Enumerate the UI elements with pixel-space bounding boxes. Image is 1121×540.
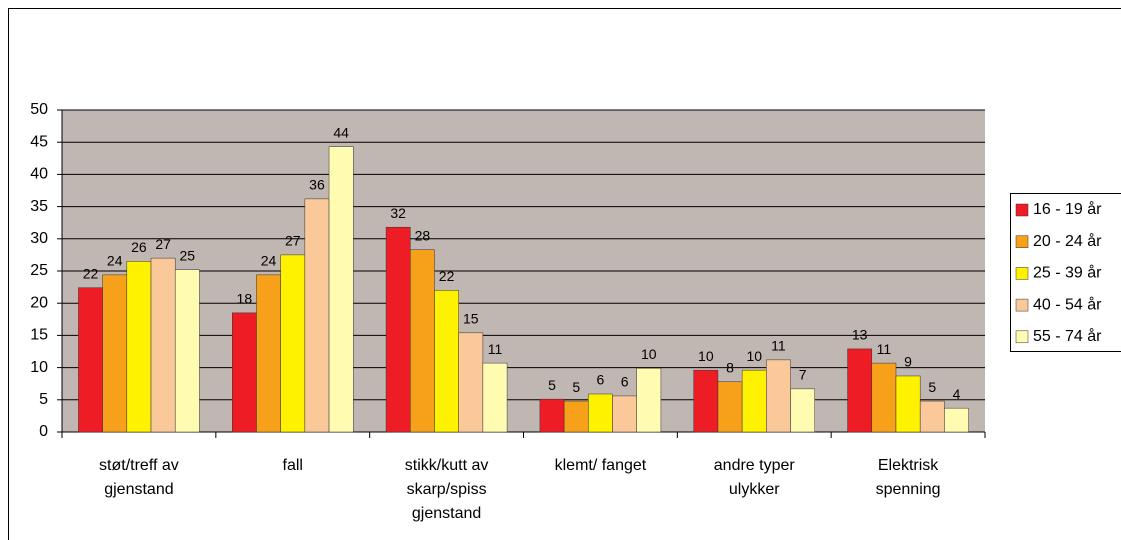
data-label: 26 xyxy=(131,239,147,255)
x-tick-label: gjenstand xyxy=(412,505,481,522)
legend-label: 20 - 24 år xyxy=(1033,232,1102,250)
legend-label: 55 - 74 år xyxy=(1033,327,1102,345)
x-tick-label: klemt/ fanget xyxy=(555,457,647,474)
bar xyxy=(766,359,791,433)
y-tick-label: 45 xyxy=(30,133,48,150)
data-label: 22 xyxy=(83,265,99,281)
data-label: 36 xyxy=(309,177,325,193)
x-tick-label: andre typer xyxy=(714,457,796,474)
data-label: 13 xyxy=(852,327,868,343)
bar xyxy=(410,249,435,433)
x-tick-label: spenning xyxy=(876,481,941,498)
legend-label: 16 - 19 år xyxy=(1033,200,1102,218)
data-label: 22 xyxy=(439,268,455,284)
data-label: 8 xyxy=(726,359,734,375)
bar xyxy=(847,348,873,433)
legend-swatch xyxy=(1015,203,1029,217)
legend-label: 25 - 39 år xyxy=(1033,264,1102,282)
y-tick-label: 15 xyxy=(30,327,48,344)
bar xyxy=(636,367,662,433)
data-label: 24 xyxy=(107,253,123,269)
y-tick-label: 35 xyxy=(30,198,48,215)
y-tick-label: 0 xyxy=(39,423,48,440)
data-label: 32 xyxy=(390,205,406,221)
data-label: 6 xyxy=(597,372,605,388)
bar xyxy=(612,395,637,433)
y-tick-label: 25 xyxy=(30,262,48,279)
bar xyxy=(232,312,257,433)
bar xyxy=(385,226,411,433)
data-label: 10 xyxy=(641,346,657,362)
y-tick-label: 30 xyxy=(30,230,48,247)
legend-swatch xyxy=(1015,330,1029,344)
x-tick-label: stikk/kutt av xyxy=(405,457,489,474)
x-tick-label: skarp/spiss xyxy=(407,481,487,498)
bar xyxy=(458,332,484,433)
x-tick-label: fall xyxy=(283,457,303,474)
data-label: 6 xyxy=(621,374,629,390)
legend-swatch xyxy=(1015,267,1029,280)
data-label: 4 xyxy=(953,386,961,402)
legend-swatch xyxy=(1015,298,1029,312)
bar xyxy=(871,362,897,433)
bar xyxy=(919,400,945,433)
bar xyxy=(304,198,330,433)
data-label: 44 xyxy=(333,124,349,140)
bar xyxy=(588,393,613,433)
legend-box xyxy=(1010,193,1121,352)
y-tick-label: 40 xyxy=(30,166,48,183)
y-tick-label: 5 xyxy=(39,391,48,408)
data-label: 5 xyxy=(572,379,580,395)
bar xyxy=(895,375,921,433)
data-label: 11 xyxy=(771,338,786,354)
bar xyxy=(741,369,767,433)
bar xyxy=(126,261,152,433)
data-label: 5 xyxy=(928,379,936,395)
legend-label: 40 - 54 år xyxy=(1033,295,1102,313)
bar xyxy=(944,407,969,433)
data-label: 15 xyxy=(463,311,479,327)
y-tick-label: 20 xyxy=(30,294,48,311)
data-label: 25 xyxy=(180,247,196,263)
data-label: 11 xyxy=(488,341,503,357)
data-label: 27 xyxy=(285,233,301,249)
data-label: 9 xyxy=(904,354,912,370)
data-label: 24 xyxy=(261,253,277,269)
bar xyxy=(256,274,281,433)
data-label: 18 xyxy=(237,291,253,307)
data-label: 10 xyxy=(746,348,762,364)
bar xyxy=(717,381,743,433)
bar xyxy=(790,388,815,433)
y-tick-label: 50 xyxy=(30,101,48,118)
x-tick-label: ulykker xyxy=(729,481,780,498)
data-label: 28 xyxy=(415,227,431,243)
x-tick-label: Elektrisk xyxy=(878,457,939,474)
bar xyxy=(150,257,176,433)
legend-swatch xyxy=(1015,235,1029,248)
bar xyxy=(434,290,459,433)
bar xyxy=(539,398,565,433)
data-label: 11 xyxy=(877,341,892,357)
bar xyxy=(563,400,589,433)
bar xyxy=(174,269,200,433)
y-tick-label: 10 xyxy=(30,359,48,376)
x-tick-label: gjenstand xyxy=(104,481,173,498)
bar xyxy=(78,287,103,433)
bar xyxy=(102,274,128,433)
bar xyxy=(280,254,306,433)
data-label: 5 xyxy=(548,377,556,393)
data-label: 10 xyxy=(698,348,714,364)
bar xyxy=(693,369,719,433)
data-label: 7 xyxy=(799,367,807,383)
x-tick-label: støt/treff av xyxy=(99,457,179,474)
data-label: 27 xyxy=(155,236,171,252)
bar xyxy=(482,362,508,433)
bar xyxy=(328,146,354,433)
